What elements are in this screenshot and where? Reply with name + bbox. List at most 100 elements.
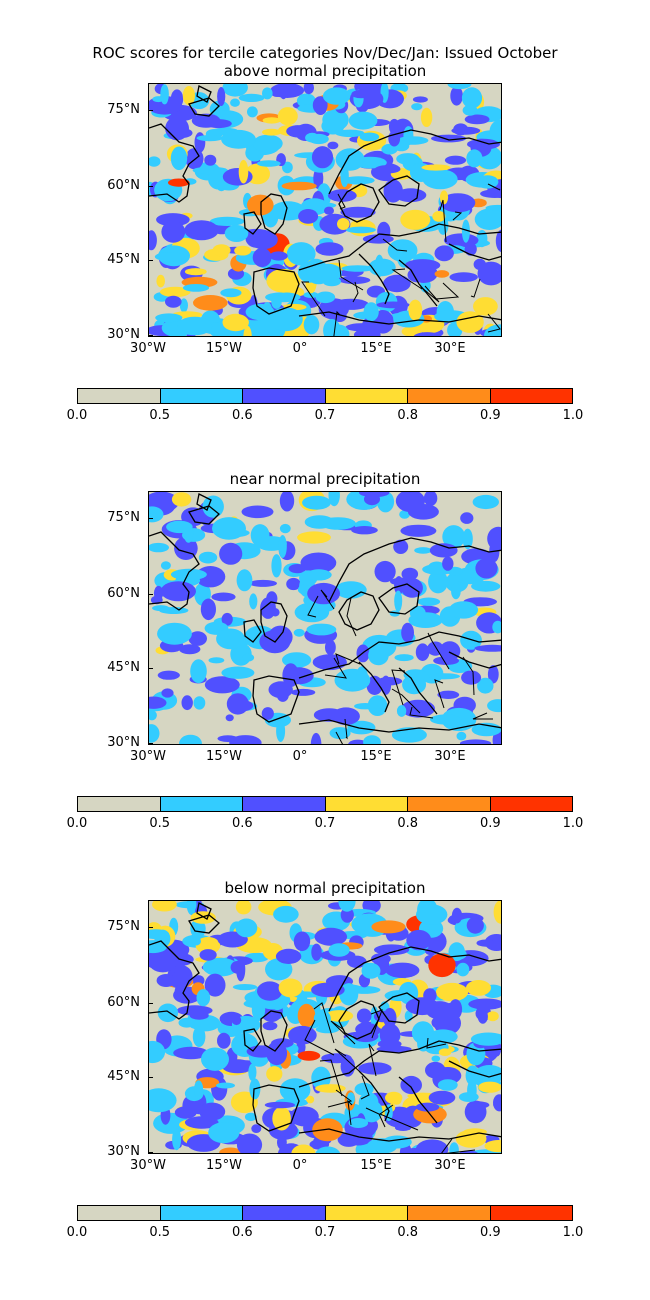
roc-contour-patch bbox=[376, 301, 410, 309]
roc-contour-patch bbox=[157, 670, 180, 680]
roc-contour-patch bbox=[230, 98, 240, 107]
colorbar-tick-label: 0.5 bbox=[149, 816, 170, 831]
roc-contour-patch bbox=[261, 707, 274, 720]
roc-contour-patch bbox=[442, 556, 454, 571]
roc-contour-patch bbox=[439, 190, 449, 205]
roc-contour-patch bbox=[216, 1082, 235, 1089]
colorbar-tick-label: 0.7 bbox=[314, 816, 336, 831]
colorbar bbox=[77, 388, 573, 404]
roc-contour-patch bbox=[231, 700, 254, 712]
roc-contour-patch bbox=[466, 149, 483, 168]
roc-contour-patch bbox=[474, 208, 501, 230]
y-tick-mark bbox=[148, 743, 153, 744]
roc-contour-patch bbox=[191, 113, 221, 128]
y-tick-mark bbox=[148, 110, 153, 111]
y-tick-mark bbox=[148, 186, 153, 187]
coastline-path bbox=[378, 992, 420, 1024]
x-tick-label: 30°E bbox=[434, 341, 466, 356]
border-path bbox=[420, 285, 440, 303]
roc-contour-patch bbox=[311, 982, 345, 998]
roc-contour-patch bbox=[328, 943, 350, 957]
roc-contour-patch bbox=[286, 577, 301, 591]
roc-contour-patch bbox=[440, 193, 476, 213]
roc-contour-patch bbox=[160, 561, 171, 570]
roc-contour-patch bbox=[359, 132, 380, 142]
roc-contour-patch bbox=[462, 104, 478, 116]
roc-field bbox=[149, 84, 501, 336]
coastline-path bbox=[298, 719, 501, 733]
roc-contour-patch bbox=[411, 103, 423, 111]
roc-contour-patch bbox=[325, 639, 336, 656]
roc-contour-patch bbox=[388, 118, 400, 135]
roc-contour-patch bbox=[217, 87, 226, 106]
x-tick-label: 0° bbox=[292, 749, 308, 764]
roc-contour-patch bbox=[476, 939, 495, 947]
x-tick-label: 30°W bbox=[130, 341, 166, 356]
border-path bbox=[301, 281, 326, 317]
roc-contour-patch bbox=[399, 510, 410, 519]
roc-contour-patch bbox=[291, 1144, 316, 1153]
roc-contour-patch bbox=[189, 1011, 209, 1020]
roc-contour-patch bbox=[492, 620, 501, 634]
roc-contour-patch bbox=[400, 524, 437, 537]
roc-contour-patch bbox=[220, 288, 242, 298]
roc-contour-patch bbox=[202, 495, 224, 518]
roc-contour-patch bbox=[281, 181, 317, 191]
colorbar-tick-label: 0.0 bbox=[66, 1225, 88, 1240]
roc-contour-patch bbox=[451, 907, 463, 924]
roc-contour-patch bbox=[196, 135, 224, 142]
coastline-path bbox=[260, 1010, 288, 1052]
roc-contour-patch bbox=[217, 1032, 231, 1049]
x-tick-label: 15°E bbox=[360, 341, 392, 356]
roc-contour-patch bbox=[406, 929, 432, 951]
roc-contour-patch bbox=[394, 1124, 412, 1131]
coastline-path bbox=[358, 253, 390, 305]
roc-contour-patch bbox=[160, 581, 196, 602]
roc-contour-patch bbox=[269, 307, 303, 332]
border-path bbox=[313, 1002, 335, 1044]
roc-contour-patch bbox=[225, 714, 234, 722]
roc-contour-patch bbox=[297, 1003, 316, 1028]
roc-contour-patch bbox=[475, 558, 498, 579]
roc-contour-patch bbox=[315, 1025, 340, 1034]
roc-contour-patch bbox=[460, 512, 474, 524]
colorbar-segment bbox=[78, 1206, 160, 1220]
roc-contour-patch bbox=[417, 597, 441, 606]
roc-contour-patch bbox=[300, 552, 337, 574]
y-tick-mark bbox=[148, 260, 153, 261]
border-path bbox=[352, 281, 359, 303]
roc-contour-patch bbox=[149, 710, 157, 721]
border-path bbox=[333, 310, 341, 336]
roc-contour-patch bbox=[251, 1124, 262, 1133]
roc-contour-patch bbox=[396, 705, 407, 717]
roc-contour-patch bbox=[315, 291, 336, 304]
roc-contour-patch bbox=[428, 953, 456, 978]
roc-contour-patch bbox=[434, 245, 454, 262]
roc-contour-patch bbox=[416, 904, 448, 925]
roc-contour-patch bbox=[156, 974, 176, 987]
roc-contour-patch bbox=[487, 526, 501, 551]
y-tick-label: 45°N bbox=[107, 1069, 140, 1084]
roc-contour-patch bbox=[437, 1079, 458, 1091]
border-path bbox=[409, 706, 434, 719]
x-tick-label: 15°E bbox=[360, 1158, 392, 1173]
roc-contour-patch bbox=[149, 1040, 166, 1064]
roc-contour-patch bbox=[195, 937, 221, 955]
roc-contour-patch bbox=[243, 325, 252, 336]
colorbar-tick-label: 1.0 bbox=[562, 408, 584, 423]
roc-contour-patch bbox=[174, 984, 185, 999]
roc-contour-patch bbox=[181, 695, 193, 711]
roc-contour-patch bbox=[219, 1147, 242, 1153]
coastline-path bbox=[358, 1070, 390, 1122]
roc-contour-patch bbox=[247, 106, 258, 118]
roc-contour-patch bbox=[264, 1101, 296, 1109]
roc-contour-patch bbox=[249, 230, 278, 250]
roc-contour-patch bbox=[438, 1048, 452, 1056]
roc-contour-patch bbox=[329, 727, 351, 740]
roc-contour-patch bbox=[401, 567, 419, 581]
roc-contour-patch bbox=[394, 590, 403, 612]
roc-contour-patch bbox=[229, 735, 262, 744]
roc-contour-patch bbox=[170, 89, 184, 109]
y-tick-mark bbox=[148, 594, 153, 595]
roc-contour-patch bbox=[467, 1101, 490, 1109]
